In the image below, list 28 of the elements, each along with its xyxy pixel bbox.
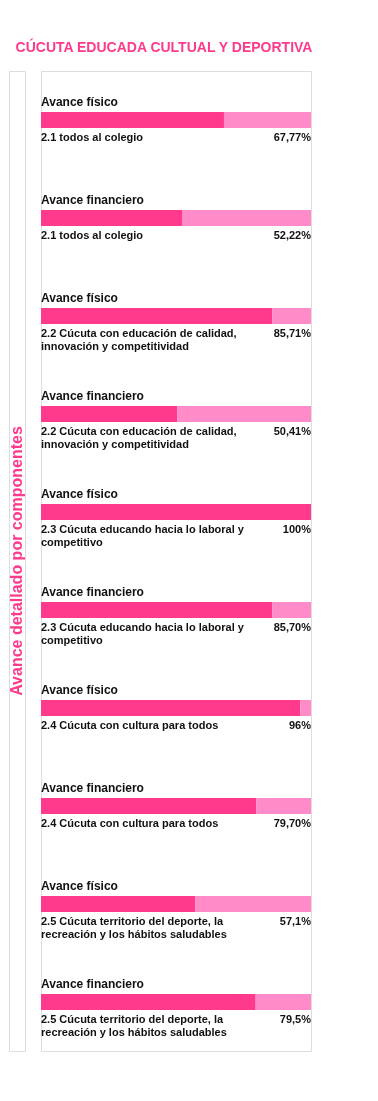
y-tick-label: 2.2 Cúcuta con educación de calidad, innovación y competitividad [41, 327, 237, 352]
text: Avance financiero [41, 389, 144, 403]
data-label: 50,41% [273, 425, 312, 437]
y-axis-title: Avance detallado por componentes [8, 426, 25, 696]
series-label: Avance físico [41, 95, 118, 109]
text: Avance físico [41, 291, 118, 305]
text: Avance físico [41, 879, 118, 893]
text: Avance físico [41, 683, 118, 697]
y-tick-label: 2.4 Cúcuta con cultura para todos [41, 719, 219, 731]
text: Avance financiero [41, 977, 144, 991]
text: Avance físico [41, 487, 118, 501]
text: Avance financiero [41, 585, 144, 599]
data-label: 57,1% [279, 915, 312, 927]
data-label: 85,71% [273, 327, 312, 339]
text: Avance financiero [41, 781, 144, 795]
data-label: 79,5% [279, 1013, 312, 1025]
series-label: Avance financiero [41, 193, 144, 207]
y-tick-label: 2.5 Cúcuta territorio del deporte, la recreación y los hábitos saludables [41, 915, 227, 940]
data-label: 67,77% [273, 131, 312, 143]
chart-title: CÚCUTA EDUCADA CULTUAL Y DEPORTIVA [15, 37, 313, 55]
data-label: 85,70% [273, 621, 312, 633]
data-label: 100% [282, 523, 312, 535]
y-tick-label: 2.3 Cúcuta educando hacia lo laboral y competitivo [41, 523, 245, 548]
data-label: 96% [288, 719, 312, 731]
data-label: 79,70% [273, 817, 312, 829]
y-tick-label: 2.1 todos al colegio [41, 131, 144, 143]
bar [41, 504, 311, 520]
data-label: 52,22% [273, 229, 312, 241]
